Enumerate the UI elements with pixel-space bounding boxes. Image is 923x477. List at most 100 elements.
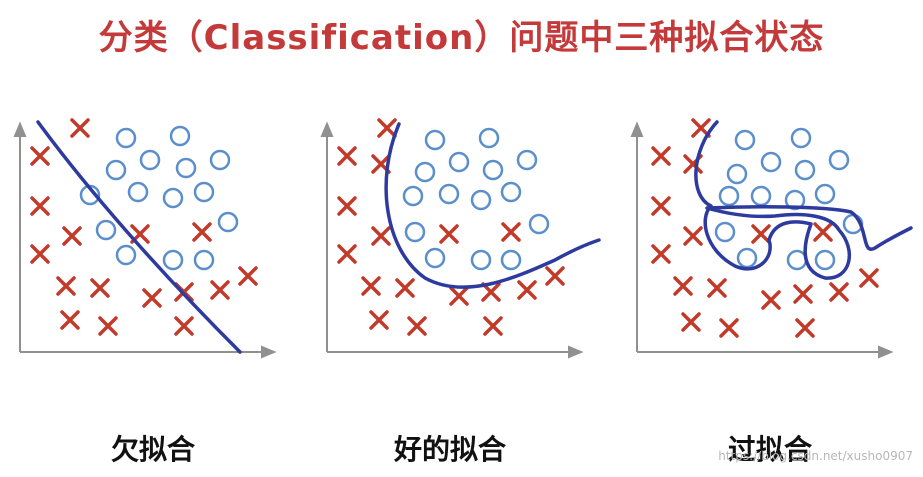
class-cross-point — [751, 224, 771, 244]
class-cross-point — [683, 226, 703, 246]
class-circle-point — [470, 249, 492, 271]
class-circle-point — [193, 249, 215, 271]
caption-good-fit: 好的拟合 — [393, 433, 506, 466]
class-circle-point — [438, 183, 460, 205]
class-cross-point — [56, 276, 76, 296]
class-circle-point — [95, 219, 117, 241]
class-circle-point — [784, 189, 806, 211]
class-circle-point — [424, 129, 446, 151]
class-cross-point — [483, 316, 503, 336]
class-circle-point — [500, 181, 522, 203]
class-cross-point — [449, 286, 469, 306]
class-cross-point — [174, 316, 194, 336]
axes — [630, 121, 894, 359]
class-cross-point — [859, 268, 879, 288]
class-circle-point — [193, 181, 215, 203]
class-circle-point — [482, 159, 504, 181]
class-cross-point — [407, 316, 427, 336]
scatter-plot-underfit — [13, 118, 277, 359]
class-circle-point — [786, 249, 808, 271]
class-circle-point — [115, 244, 137, 266]
axes — [320, 121, 584, 359]
class-circle-point — [404, 221, 426, 243]
class-circle-point — [470, 189, 492, 211]
axes — [13, 121, 277, 359]
class-cross-point — [361, 276, 381, 296]
class-circle-point — [217, 211, 239, 233]
class-cross-point — [70, 118, 90, 138]
class-circle-point — [500, 249, 522, 271]
class-cross-point — [545, 266, 565, 286]
panel-good-fit — [315, 100, 605, 390]
class-cross-point — [60, 310, 80, 330]
class-circle-point — [448, 151, 470, 173]
class-cross-point — [673, 276, 693, 296]
class-cross-point — [395, 278, 415, 298]
class-cross-point — [98, 316, 118, 336]
class-cross-point — [439, 224, 459, 244]
class-circle-point — [828, 149, 850, 171]
class-circle-point — [734, 129, 756, 151]
class-cross-point — [192, 222, 212, 242]
class-circle-point — [424, 247, 446, 269]
class-circle-point — [516, 149, 538, 171]
class-circle-point — [209, 149, 231, 171]
class-cross-point — [62, 226, 82, 246]
decision-boundary-curve — [384, 122, 601, 289]
caption-underfit: 欠拟合 — [110, 433, 195, 466]
class-circle-point — [139, 149, 161, 171]
class-circle-point — [414, 161, 436, 183]
class-cross-point — [793, 284, 813, 304]
class-cross-point — [651, 196, 671, 216]
class-circle-point — [790, 127, 812, 149]
decision-boundary-overfit-curve — [694, 120, 913, 280]
class-circle-point — [162, 249, 184, 271]
panel-underfit — [8, 100, 298, 390]
class-cross-point — [829, 282, 849, 302]
class-cross-point — [371, 226, 391, 246]
class-circle-point — [814, 183, 836, 205]
class-cross-point — [337, 196, 357, 216]
class-cross-point — [337, 244, 357, 264]
class-circle-point — [760, 151, 782, 173]
class-cross-point — [142, 288, 162, 308]
class-cross-point — [501, 222, 521, 242]
class-circle-point — [750, 185, 772, 207]
class-cross-point — [30, 244, 50, 264]
class-circle-point — [127, 181, 149, 203]
class-cross-point — [337, 146, 357, 166]
panel-overfit — [625, 100, 915, 390]
class-circle-point — [402, 185, 424, 207]
class-cross-point — [517, 280, 537, 300]
class-cross-point — [369, 310, 389, 330]
class-circle-point — [105, 159, 127, 181]
scatter-plot-overfit — [630, 118, 913, 359]
class-cross-point — [238, 266, 258, 286]
scatter-plot-good-fit — [320, 118, 601, 359]
class-cross-point — [90, 278, 110, 298]
class-cross-point — [377, 118, 397, 138]
watermark-url: https://blog.csdn.net/xusho0907 — [718, 449, 913, 463]
class-cross-point — [795, 318, 815, 338]
class-circle-point — [115, 127, 137, 149]
class-cross-point — [651, 146, 671, 166]
class-circle-point — [175, 157, 197, 179]
class-cross-point — [719, 318, 739, 338]
class-cross-point — [651, 244, 671, 264]
page-title: 分类（Classification）问题中三种拟合状态 — [98, 18, 825, 58]
class-circle-point — [528, 213, 550, 235]
class-circle-point — [794, 159, 816, 181]
class-circle-point — [162, 187, 184, 209]
class-cross-point — [210, 280, 230, 300]
class-circle-point — [726, 163, 748, 185]
class-cross-point — [813, 222, 833, 242]
class-cross-point — [707, 278, 727, 298]
class-circle-point — [718, 185, 740, 207]
decision-boundary-line — [36, 120, 242, 354]
class-circle-point — [714, 221, 736, 243]
class-cross-point — [30, 196, 50, 216]
class-cross-point — [30, 146, 50, 166]
class-circle-point — [736, 247, 758, 269]
class-circle-point — [478, 127, 500, 149]
class-circle-point — [169, 125, 191, 147]
